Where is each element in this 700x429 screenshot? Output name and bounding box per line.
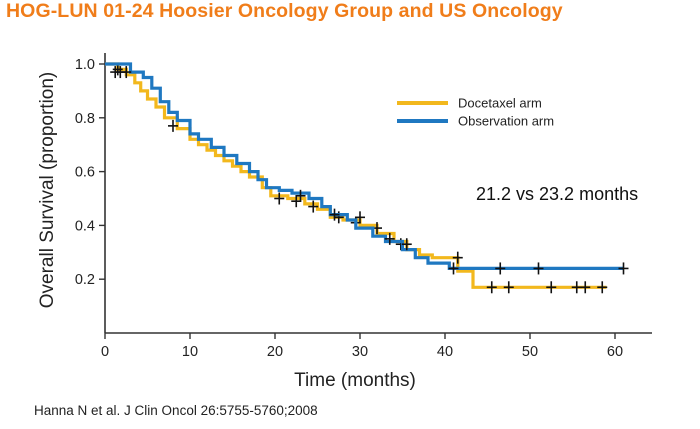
median-survival-annotation: 21.2 vs 23.2 months [476,184,639,204]
docetaxel-censor-mark [291,195,302,208]
docetaxel-censor-mark [452,251,463,264]
x-tick-label: 60 [607,344,623,360]
y-tick-label: 0.8 [75,111,95,127]
x-tick-label: 20 [267,344,283,360]
legend-label-observation: Observation arm [458,114,554,129]
y-tick-label: 0.2 [75,272,95,288]
observation-survival-line [105,62,624,270]
observation-censor-mark [495,262,506,275]
observation-censor-mark [121,66,132,79]
observation-censor-mark [448,262,459,275]
y-tick-label: 0.6 [75,165,95,181]
x-tick-label: 30 [352,344,368,360]
x-tick-label: 10 [182,344,198,360]
docetaxel-censor-mark [597,281,608,294]
docetaxel-censor-mark [546,281,557,294]
chart-title: HOG-LUN 01-24 Hoosier Oncology Group and… [6,0,563,22]
x-axis-label: Time (months) [294,370,416,391]
docetaxel-censor-mark [503,281,514,294]
observation-censor-mark [384,232,395,245]
docetaxel-censor-mark [580,281,591,294]
x-tick-label: 40 [437,344,453,360]
observation-censor-mark [618,262,629,275]
docetaxel-censor-mark [486,281,497,294]
docetaxel-censor-mark [308,200,319,213]
docetaxel-censor-mark [274,192,285,205]
observation-censor-mark [295,189,306,202]
y-tick-label: 1.0 [75,57,95,73]
docetaxel-censor-mark [571,281,582,294]
observation-censor-mark [401,238,412,251]
legend-label-docetaxel: Docetaxel arm [458,96,542,111]
y-tick-label: 0.4 [75,218,95,234]
citation: Hanna N et al. J Clin Oncol 26:5755-5760… [34,403,318,418]
observation-censor-mark [533,262,544,275]
x-tick-label: 0 [101,344,109,360]
x-tick-label: 50 [522,344,538,360]
observation-censor-mark [329,208,340,221]
observation-censor-mark [355,211,365,224]
docetaxel-censor-mark [168,119,178,132]
